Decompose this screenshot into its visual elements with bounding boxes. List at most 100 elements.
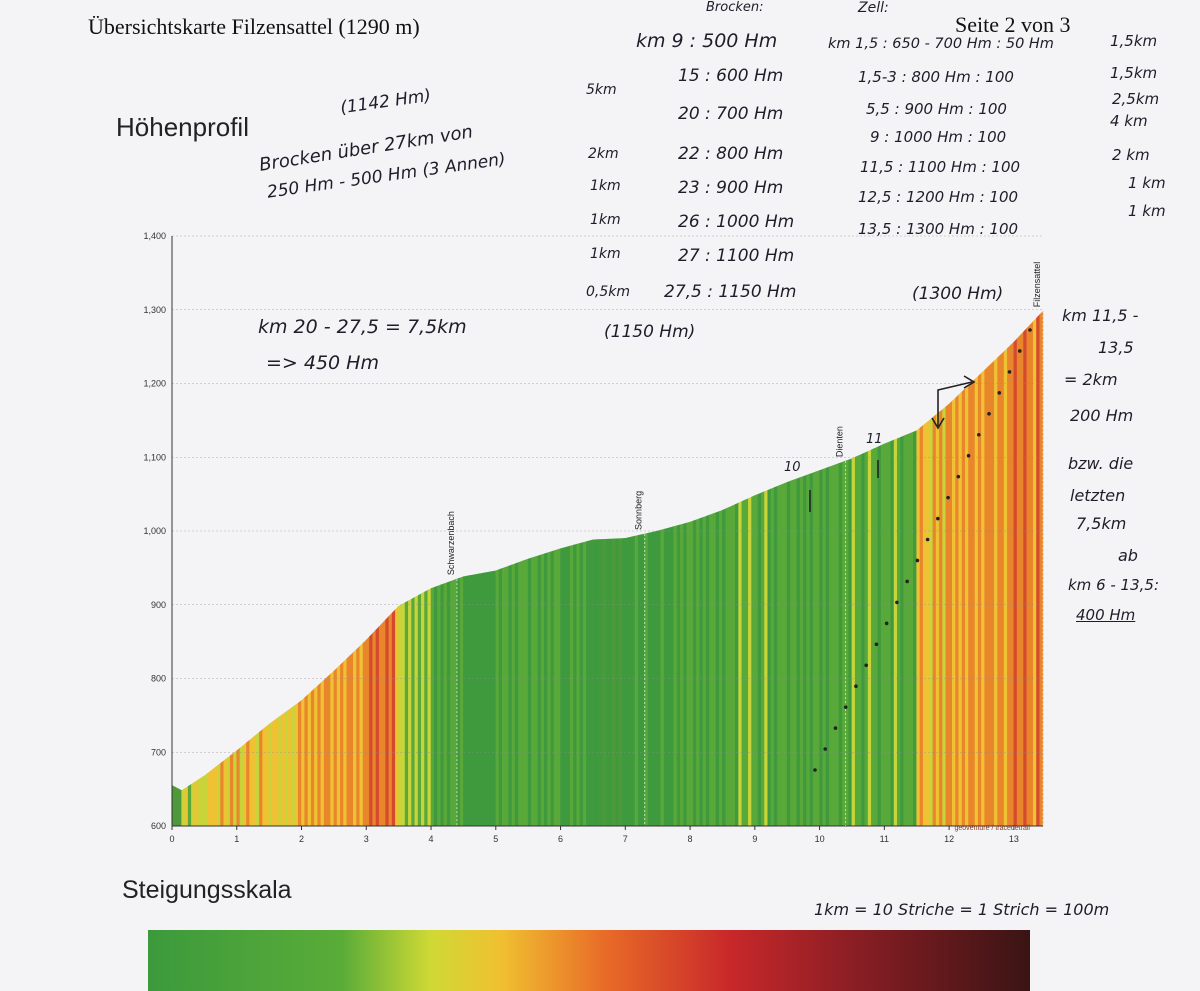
y-tick-label: 1,000 [143,526,166,536]
brocken-row-6: 27 : 1100 Hm [678,246,795,266]
gradient-band [404,600,409,827]
place-annotations: Schwarzenbach Sonnberg Dienten Filzensattel [446,262,1044,826]
brocken-row-0: km 9 : 500 Hm [636,30,778,52]
y-tick-label: 900 [151,600,166,610]
pen-dot [1028,328,1032,332]
gradient-band [1026,324,1031,827]
gradient-band [634,535,639,827]
gradient-band [796,477,801,827]
gradient-band [861,452,866,827]
pen-dot [925,537,930,542]
pen-dot [813,768,817,772]
pen-dot [833,726,838,730]
gradient-band [414,595,419,827]
zell-row-5: 12,5 : 1200 Hm : 100 [858,188,1019,206]
gradient-band [479,572,484,827]
gradient-band [343,658,348,827]
gradient-band [249,736,254,827]
gradient-band [463,575,467,827]
gradient-band [838,461,843,827]
gradient-band [670,526,675,827]
gradient-band [955,394,960,827]
gradient-band [686,521,691,827]
brocken-row-7: 27,5 : 1150 Hm [664,282,797,302]
pen-dot [915,558,920,563]
right-note-4: bzw. die [1068,454,1134,473]
gradient-band [709,513,714,827]
gradient-band [401,602,406,827]
gradient-band [453,578,458,827]
gradient-band [505,565,510,827]
gradient-band [705,514,710,827]
gradient-band [874,446,879,827]
gradient-band [476,573,480,827]
gradient-band [680,523,684,827]
note-km-range-1: km 20 - 27,5 = 7,5km [258,316,467,338]
gradient-band [929,416,934,827]
gradient-band [1013,338,1018,827]
gradient-band [197,777,202,827]
page-title: Übersichtskarte Filzensattel (1290 m) [88,14,420,39]
annotation-label: Dienten [834,426,844,457]
gradient-band [822,467,827,827]
gradient-band [884,442,888,827]
gradient-band [900,435,905,827]
note-km-range-2: => 450 Hm [266,352,379,374]
gradient-band [408,598,412,827]
brocken-dist-4: 1km [590,178,621,194]
gradient-band [411,596,416,827]
gradient-band [997,353,1002,827]
annotation-label: Sonnberg [634,491,644,530]
note-brocken-heading: Brocken: [706,0,764,15]
gradient-band [605,538,610,827]
brocken-dist-6: 1km [590,246,621,262]
gradient-band [835,463,840,827]
brocken-dist-1: 5km [586,82,617,98]
pen-arrow-right [963,375,976,389]
gradient-band [1020,331,1024,827]
gradient-band [628,536,633,827]
gradient-band [783,481,788,827]
gradient-band [987,363,992,827]
gradient-band [916,427,921,827]
gradient-band [333,667,338,827]
gradient-band [696,518,701,827]
x-tick-label: 3 [364,834,369,844]
zell-dist-3: 4 km [1110,112,1148,130]
gradient-band [388,612,393,827]
gradient-band [194,779,199,827]
gradient-band [547,551,552,827]
zell-total: (1300 Hm) [912,284,1004,304]
gradient-band [573,543,578,827]
gradient-band [693,519,697,827]
gradient-band [566,545,571,827]
gradient-band [913,430,918,827]
brocken-row-4: 23 : 900 Hm [678,178,784,198]
pen-arrow-down [931,417,945,430]
brocken-row-1: 15 : 600 Hm [678,66,784,86]
gradient-band [207,770,212,827]
gradient-band [178,788,183,827]
gradient-band [223,757,228,827]
gradient-band [346,654,351,827]
gradient-band [735,502,739,827]
gradient-band [246,739,251,827]
gradient-band [385,615,390,827]
x-tick-label: 6 [558,834,563,844]
gradient-band [563,546,568,827]
pen-dot [1017,349,1022,353]
gradient-band [896,436,901,827]
x-tick-label: 1 [234,834,239,844]
gradient-band [754,493,759,827]
gradient-band [819,468,824,827]
pen-dot [946,495,950,500]
gradient-band [748,496,752,827]
gradient-band [851,456,856,827]
pen-dot [823,747,828,751]
annotation-label: Filzensattel [1032,262,1042,308]
gradient-band [602,538,607,827]
zell-dist-6: 1 km [1128,202,1166,220]
gradient-band [365,636,370,827]
gradient-bands [171,310,1044,827]
gradient-band [272,718,276,827]
